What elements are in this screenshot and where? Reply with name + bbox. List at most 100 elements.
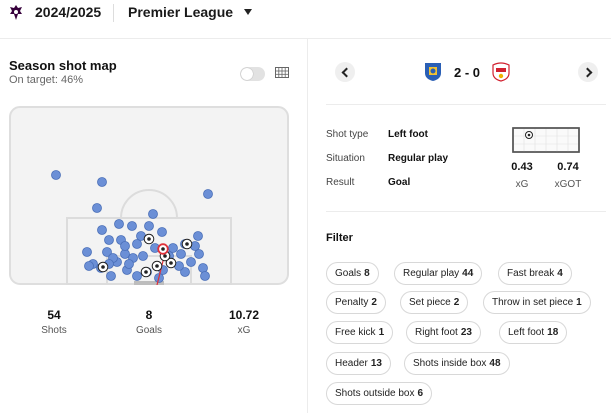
shot-marker[interactable] bbox=[180, 267, 190, 277]
chip-label: Penalty bbox=[335, 297, 369, 308]
shot-type-value: Left foot bbox=[388, 129, 428, 140]
result-label: Result bbox=[326, 177, 355, 188]
result-value: Goal bbox=[388, 177, 411, 188]
chip-label: Shots inside box bbox=[413, 358, 487, 369]
shot-marker[interactable] bbox=[127, 221, 137, 231]
situation-value: Regular play bbox=[388, 153, 449, 164]
xgot-value: 0.74 bbox=[557, 161, 579, 173]
shot-marker[interactable] bbox=[186, 257, 196, 267]
stat-value: 10.72 bbox=[228, 308, 260, 322]
chip-label: Goals bbox=[335, 268, 362, 279]
chip-label: Throw in set piece bbox=[492, 297, 574, 308]
league-selector[interactable]: Premier League bbox=[128, 4, 234, 20]
situation-label: Situation bbox=[326, 153, 365, 164]
shot-marker[interactable] bbox=[132, 271, 142, 281]
shot-marker[interactable] bbox=[144, 221, 154, 231]
stat-value: 54 bbox=[47, 308, 61, 322]
filter-chip-penalty[interactable]: Penalty 2 bbox=[326, 291, 386, 314]
goal-marker[interactable] bbox=[151, 260, 163, 272]
chip-count: 13 bbox=[370, 358, 382, 369]
filter-chip-fast-break[interactable]: Fast break 4 bbox=[498, 262, 572, 285]
shot-marker[interactable] bbox=[194, 249, 204, 259]
shotmap-title: Season shot map bbox=[9, 58, 117, 73]
stat-label: xG bbox=[237, 325, 251, 336]
shot-marker[interactable] bbox=[193, 231, 203, 241]
chip-count: 1 bbox=[576, 297, 582, 308]
xg-label: xG bbox=[515, 179, 529, 190]
toggle-knob bbox=[241, 68, 253, 80]
shot-marker[interactable] bbox=[132, 239, 142, 249]
chip-count: 2 bbox=[371, 297, 377, 308]
filter-chip-shots-inside-box[interactable]: Shots inside box 48 bbox=[404, 352, 510, 375]
chip-label: Shots outside box bbox=[335, 388, 415, 399]
chip-count: 44 bbox=[462, 268, 474, 279]
shot-marker[interactable] bbox=[157, 227, 167, 237]
shot-map-pitch bbox=[9, 106, 289, 285]
chevron-down-icon[interactable] bbox=[244, 9, 252, 15]
shot-type-label: Shot type bbox=[326, 129, 369, 140]
chip-count: 4 bbox=[557, 268, 563, 279]
goal-marker[interactable] bbox=[165, 257, 177, 269]
previous-shot-button[interactable] bbox=[335, 62, 355, 82]
shot-marker[interactable] bbox=[176, 249, 186, 259]
shot-marker[interactable] bbox=[114, 219, 124, 229]
chip-count: 23 bbox=[460, 327, 472, 338]
chip-label: Right foot bbox=[415, 327, 458, 338]
shot-marker[interactable] bbox=[203, 189, 213, 199]
selected-goal-marker[interactable] bbox=[157, 243, 169, 255]
filter-chip-free-kick[interactable]: Free kick 1 bbox=[326, 321, 394, 344]
stat-goals: 8 Goals bbox=[114, 308, 184, 336]
filter-chip-shots-outside-box[interactable]: Shots outside box 6 bbox=[326, 382, 433, 405]
filter-chip-set-piece[interactable]: Set piece 2 bbox=[400, 291, 469, 314]
next-shot-button[interactable] bbox=[578, 62, 598, 82]
season-selector[interactable]: 2024/2025 bbox=[35, 4, 102, 20]
chip-count: 8 bbox=[364, 268, 370, 279]
chip-label: Regular play bbox=[403, 268, 460, 279]
shot-marker[interactable] bbox=[102, 247, 112, 257]
filter-chip-goals[interactable]: Goals 8 bbox=[326, 262, 379, 285]
goal-marker[interactable] bbox=[181, 238, 193, 250]
goal-marker[interactable] bbox=[97, 261, 109, 273]
goal-marker[interactable] bbox=[140, 266, 152, 278]
heatmap-grid-icon[interactable] bbox=[275, 67, 289, 78]
chip-label: Header bbox=[335, 358, 368, 369]
view-toggle[interactable] bbox=[240, 67, 265, 81]
stat-label: Goals bbox=[135, 325, 163, 336]
shot-marker[interactable] bbox=[168, 243, 178, 253]
top-bar: 2024/2025 Premier League bbox=[0, 0, 611, 28]
header-rule bbox=[0, 38, 611, 39]
chip-count: 48 bbox=[489, 358, 501, 369]
shot-marker[interactable] bbox=[200, 271, 210, 281]
chip-count: 6 bbox=[417, 388, 424, 399]
match-score: 2 - 0 bbox=[453, 65, 480, 80]
shot-marker[interactable] bbox=[124, 259, 134, 269]
shot-marker[interactable] bbox=[148, 209, 158, 219]
chip-label: Free kick bbox=[335, 327, 376, 338]
filter-chip-regular-play[interactable]: Regular play 44 bbox=[394, 262, 483, 285]
chip-count: 2 bbox=[453, 297, 460, 308]
filter-chip-left-foot[interactable]: Left foot 18 bbox=[499, 321, 568, 344]
shot-marker[interactable] bbox=[198, 263, 208, 273]
shot-marker[interactable] bbox=[138, 251, 148, 261]
shotmap-subtitle: On target: 46% bbox=[9, 74, 83, 86]
header-divider bbox=[113, 4, 114, 22]
shot-marker[interactable] bbox=[82, 247, 92, 257]
filter-chip-right-foot[interactable]: Right foot 23 bbox=[406, 321, 481, 344]
shot-marker[interactable] bbox=[104, 235, 114, 245]
shot-marker[interactable] bbox=[84, 261, 94, 271]
shot-marker[interactable] bbox=[97, 225, 107, 235]
shot-marker[interactable] bbox=[97, 177, 107, 187]
shot-marker[interactable] bbox=[51, 170, 61, 180]
filter-chip-header[interactable]: Header 13 bbox=[326, 352, 391, 375]
stat-xg: 10.72 xG bbox=[209, 308, 279, 336]
southampton-crest-icon bbox=[492, 62, 510, 82]
filter-chip-throw-in-set-piece[interactable]: Throw in set piece 1 bbox=[483, 291, 591, 314]
shot-marker[interactable] bbox=[120, 241, 130, 251]
premier-league-logo-icon bbox=[10, 5, 22, 20]
shot-marker[interactable] bbox=[106, 271, 116, 281]
panel-divider bbox=[307, 39, 308, 413]
shot-marker[interactable] bbox=[92, 203, 102, 213]
goal-marker[interactable] bbox=[143, 233, 155, 245]
goal-frame-icon bbox=[512, 127, 580, 153]
detail-rule bbox=[326, 104, 606, 105]
